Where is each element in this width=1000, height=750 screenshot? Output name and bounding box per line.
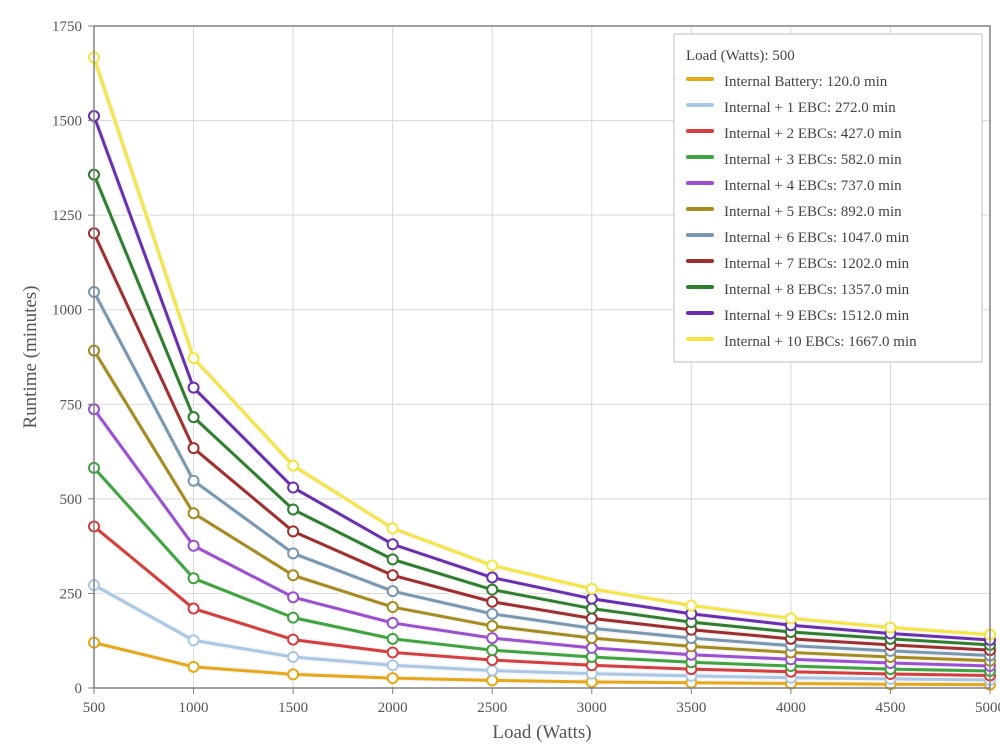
svg-text:1000: 1000 — [52, 303, 82, 319]
svg-text:4000: 4000 — [776, 700, 806, 716]
legend-item-2: Internal + 2 EBCs: 427.0 min — [724, 126, 902, 142]
svg-text:3500: 3500 — [676, 700, 706, 716]
legend-item-10: Internal + 10 EBCs: 1667.0 min — [724, 334, 917, 350]
y-axis-label: Runtime (minutes) — [20, 285, 41, 428]
runtime-chart: 500 1000 1500 2000 2500 3000 3500 4000 4500 5000 0… — [0, 0, 1000, 750]
svg-text:500: 500 — [60, 492, 83, 508]
svg-text:4500: 4500 — [875, 700, 905, 716]
legend-header: Load (Watts): 500 — [686, 48, 795, 64]
legend-item-6: Internal + 6 EBCs: 1047.0 min — [724, 230, 910, 246]
svg-text:500: 500 — [83, 700, 106, 716]
svg-text:2500: 2500 — [477, 700, 507, 716]
svg-text:250: 250 — [60, 586, 83, 602]
svg-text:1500: 1500 — [278, 700, 308, 716]
x-axis-label: Load (Watts) — [492, 722, 591, 743]
svg-text:5000: 5000 — [975, 700, 1000, 716]
legend: Load (Watts): 500 Internal Battery: 120.0… — [674, 34, 982, 362]
legend-item-4: Internal + 4 EBCs: 737.0 min — [724, 178, 902, 194]
svg-text:750: 750 — [60, 397, 83, 413]
svg-text:3000: 3000 — [577, 700, 607, 716]
svg-text:1000: 1000 — [179, 700, 209, 716]
chart-svg: 500 1000 1500 2000 2500 3000 3500 4000 4500 5000 0… — [0, 0, 1000, 750]
svg-text:1750: 1750 — [52, 19, 82, 35]
svg-text:0: 0 — [75, 681, 83, 697]
legend-item-5: Internal + 5 EBCs: 892.0 min — [724, 204, 902, 220]
legend-item-9: Internal + 9 EBCs: 1512.0 min — [724, 308, 910, 324]
svg-text:2000: 2000 — [378, 700, 408, 716]
svg-text:1250: 1250 — [52, 208, 82, 224]
legend-item-3: Internal + 3 EBCs: 582.0 min — [724, 152, 902, 168]
svg-text:1500: 1500 — [52, 114, 82, 130]
legend-item-0: Internal Battery: 120.0 min — [724, 74, 888, 90]
legend-item-7: Internal + 7 EBCs: 1202.0 min — [724, 256, 910, 272]
legend-item-1: Internal + 1 EBC: 272.0 min — [724, 100, 896, 116]
legend-item-8: Internal + 8 EBCs: 1357.0 min — [724, 282, 910, 298]
